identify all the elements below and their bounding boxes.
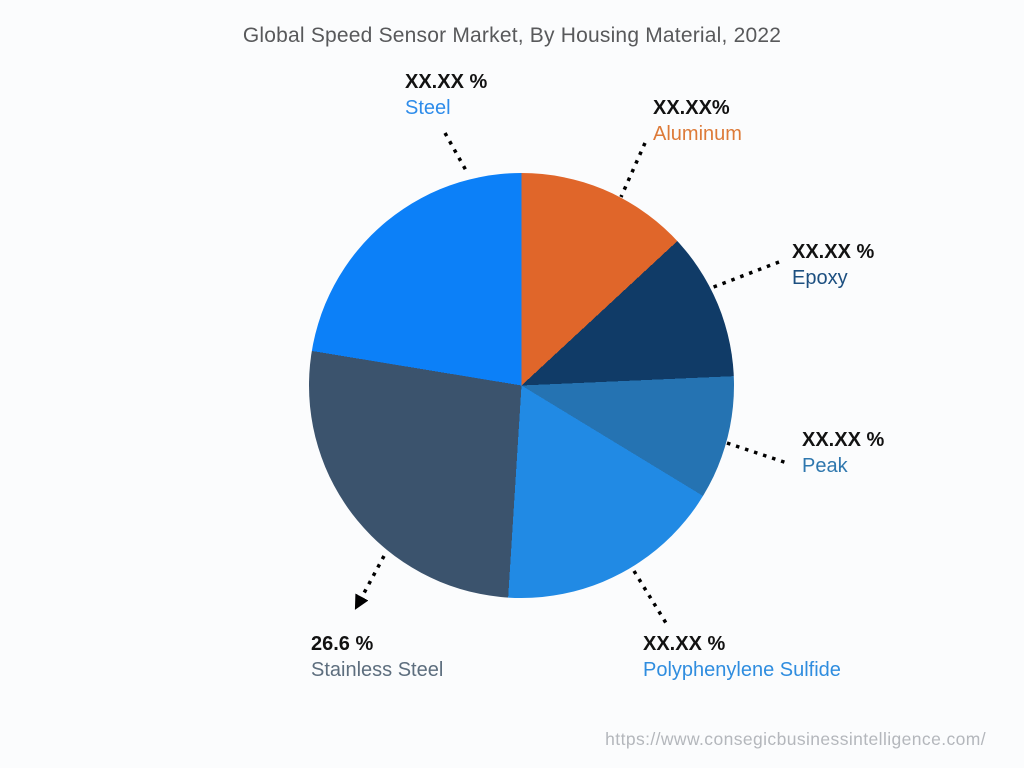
- slice-label-aluminum: XX.XX% Aluminum: [653, 95, 742, 147]
- slice-name: Aluminum: [653, 123, 742, 145]
- slice-label-epoxy: XX.XX % Epoxy: [792, 239, 874, 291]
- slice-label-polyphenylene-sulfide: XX.XX % Polyphenylene Sulfide: [643, 631, 841, 683]
- slice-percent: 26.6 %: [311, 633, 374, 655]
- source-url: https://www.consegicbusinessintelligence…: [605, 729, 986, 749]
- leader-line-steel: [443, 132, 470, 175]
- leader-line-peak: [726, 441, 788, 465]
- slice-percent: XX.XX %: [802, 429, 885, 451]
- slice-percent: XX.XX %: [643, 633, 726, 655]
- leader-line-polyphenylene-sulfide: [632, 570, 668, 624]
- slice-label-stainless-steel: 26.6 % Stainless Steel: [311, 631, 443, 683]
- leader-line-stainless-steel: [354, 555, 386, 610]
- pie-chart: [309, 173, 734, 598]
- slice-name: Epoxy: [792, 267, 848, 289]
- slice-percent: XX.XX %: [405, 71, 488, 93]
- leader-line-epoxy: [710, 260, 780, 290]
- chart-title: Global Speed Sensor Market, By Housing M…: [242, 24, 782, 47]
- slice-label-peak: XX.XX % Peak: [802, 427, 884, 479]
- slice-name: Stainless Steel: [311, 659, 444, 681]
- slice-name: Steel: [405, 97, 451, 119]
- slice-name: Peak: [802, 455, 848, 477]
- leader-line-aluminum: [619, 142, 647, 198]
- slice-percent: XX.XX %: [792, 241, 875, 263]
- slice-name: Polyphenylene Sulfide: [643, 659, 841, 681]
- slice-percent: XX.XX%: [653, 97, 730, 119]
- slice-label-steel: XX.XX % Steel: [405, 69, 487, 121]
